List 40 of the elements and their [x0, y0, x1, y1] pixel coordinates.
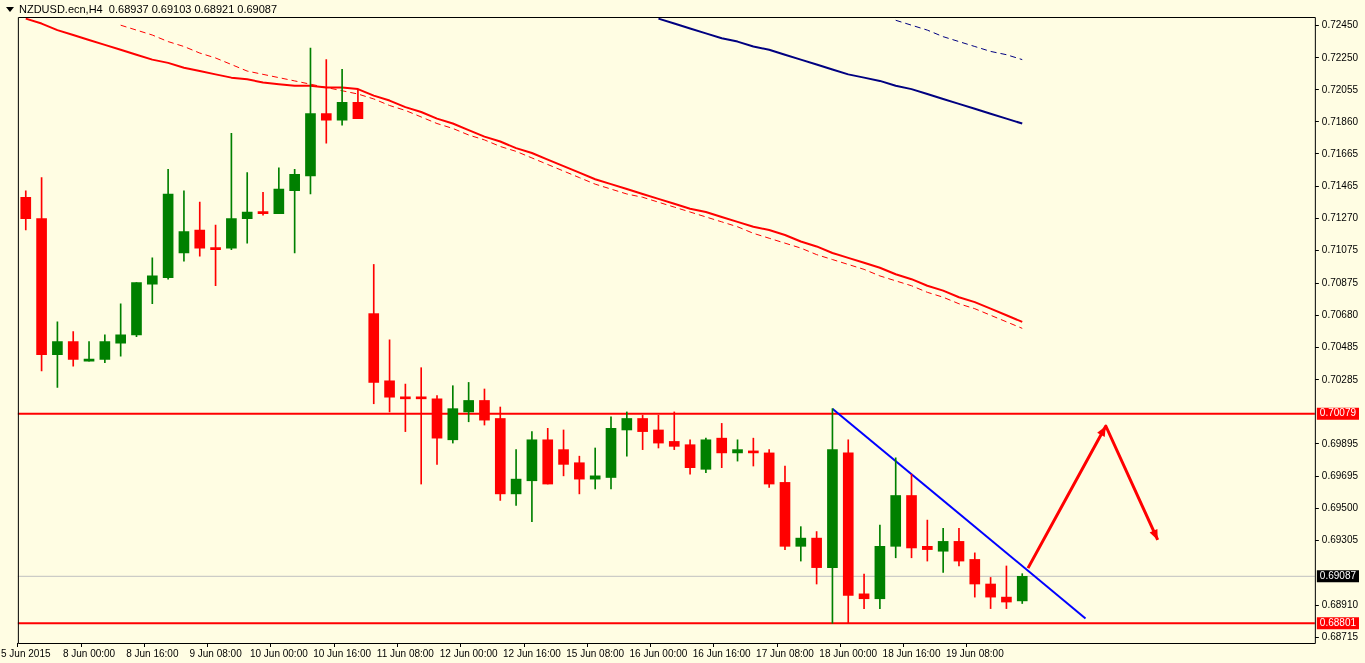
y-tick-label: 0.72055 — [1321, 83, 1359, 95]
y-tick-label: 0.69695 — [1321, 470, 1359, 482]
y-tick-label: 0.70285 — [1321, 373, 1359, 385]
y-tick-label: 0.71075 — [1321, 244, 1359, 256]
x-tick-label: 16 Jun 16:00 — [692, 647, 752, 659]
ref-line-label: 0.69087 — [1319, 570, 1357, 582]
line-series — [895, 19, 1023, 61]
x-tick-label: 10 Jun 16:00 — [313, 647, 372, 659]
chart-title: NZDUSD.ecn,H4 0.68937 0.69103 0.68921 0.69087 — [19, 3, 278, 15]
y-tick-label: 0.68715 — [1321, 631, 1359, 643]
y-tick-label: 0.71465 — [1321, 180, 1359, 192]
x-tick-label: 5 Jun 2015 — [1, 647, 51, 659]
y-tick-label: 0.70485 — [1321, 340, 1359, 352]
y-tick-label: 0.71860 — [1321, 115, 1359, 127]
y-tick-label: 0.69895 — [1321, 437, 1359, 449]
x-tick-label: 10 Jun 00:00 — [249, 647, 309, 659]
y-tick-label: 0.70875 — [1321, 277, 1359, 289]
x-tick-label: 18 Jun 00:00 — [819, 647, 878, 659]
y-tick-label: 0.71665 — [1321, 147, 1359, 159]
ref-line-label: 0.68801 — [1319, 616, 1357, 628]
x-tick-label: 17 Jun 08:00 — [756, 647, 815, 659]
y-tick-label: 0.69305 — [1321, 534, 1359, 546]
y-tick-label: 0.72450 — [1321, 18, 1359, 30]
x-tick-label: 12 Jun 00:00 — [439, 647, 498, 659]
candlestick — [320, 59, 332, 144]
x-tick-label: 15 Jun 08:00 — [566, 647, 625, 659]
x-tick-label: 12 Jun 16:00 — [503, 647, 562, 659]
ref-line-label: 0.70079 — [1319, 407, 1357, 419]
y-tick-label: 0.69500 — [1321, 502, 1359, 514]
x-tick-label: 18 Jun 16:00 — [882, 647, 941, 659]
y-tick-label: 0.70680 — [1321, 309, 1359, 320]
x-tick-label: 19 Jun 08:00 — [945, 647, 1005, 659]
x-tick-label: 8 Jun 00:00 — [62, 647, 116, 659]
y-tick-label: 0.72250 — [1321, 51, 1359, 63]
x-tick-label: 16 Jun 00:00 — [629, 647, 688, 659]
x-tick-label: 11 Jun 08:00 — [376, 647, 435, 659]
y-tick-label: 0.68910 — [1321, 599, 1359, 611]
x-tick-label: 9 Jun 08:00 — [189, 647, 243, 659]
x-tick-label: 8 Jun 16:00 — [126, 647, 179, 659]
y-tick-label: 0.71270 — [1321, 212, 1359, 224]
